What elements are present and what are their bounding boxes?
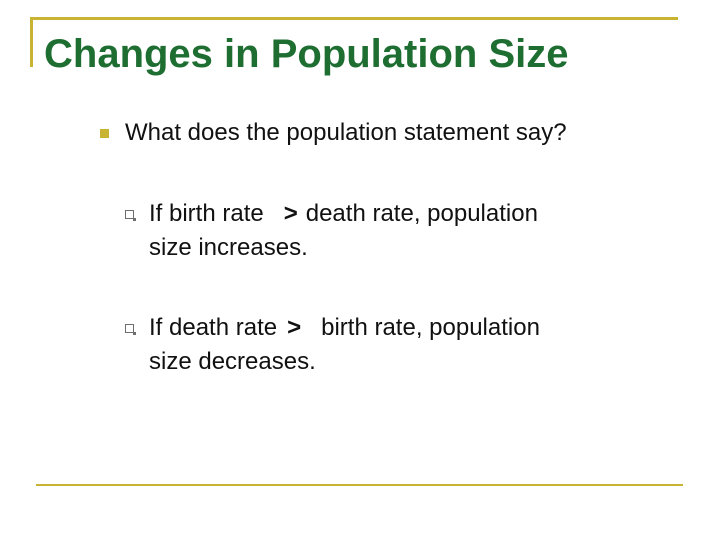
point-condition-end: birth rate, population bbox=[321, 314, 540, 341]
title-frame-left-rule bbox=[30, 17, 33, 67]
title-frame-top-rule bbox=[30, 17, 678, 20]
point-death-exceeds-birth: If death rate > birth rate, population siz… bbox=[149, 311, 649, 379]
point-condition-start: If death rate bbox=[149, 314, 278, 341]
greater-than-operator: > bbox=[283, 200, 298, 227]
point-condition-start: If birth rate bbox=[149, 200, 264, 227]
point-result: size increases. bbox=[149, 234, 308, 261]
slide-title: Changes in Population Size bbox=[44, 32, 569, 76]
footer-rule bbox=[36, 484, 683, 486]
square-bullet-icon bbox=[100, 129, 109, 138]
hollow-square-bullet-icon bbox=[125, 210, 136, 221]
point-result: size decreases. bbox=[149, 348, 316, 375]
question-text: What does the population statement say? bbox=[125, 119, 567, 146]
point-condition-end: death rate, population bbox=[305, 200, 538, 227]
hollow-square-bullet-icon bbox=[125, 324, 136, 335]
point-birth-exceeds-death: If birth rate > death rate, population siz… bbox=[149, 197, 649, 265]
greater-than-operator: > bbox=[287, 314, 302, 341]
